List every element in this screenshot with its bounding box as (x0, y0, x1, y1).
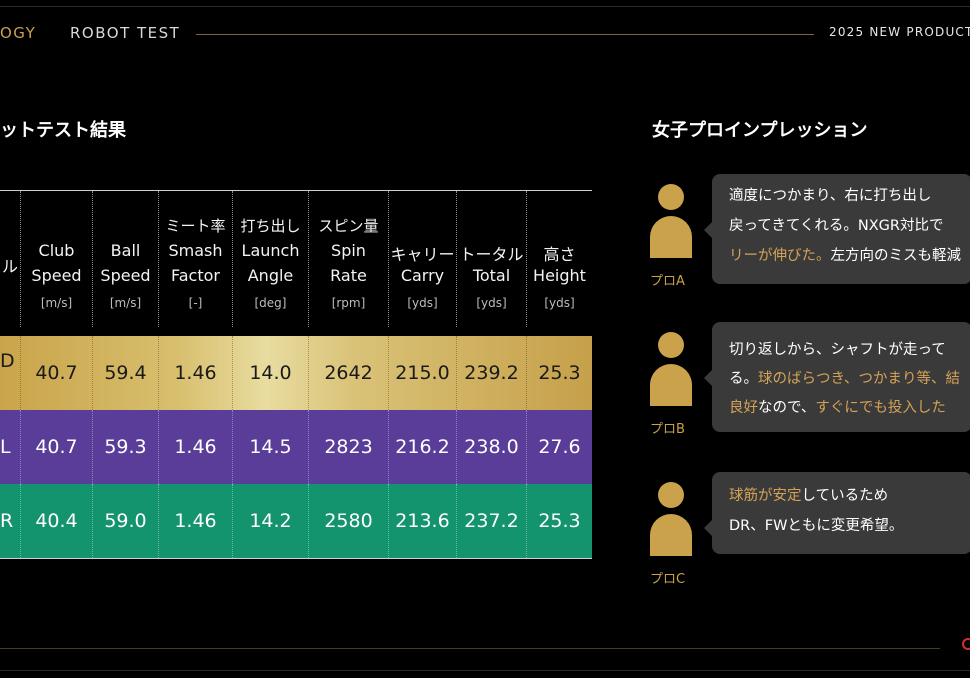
speech-bubble: 球筋が安定しているため DR、FWともに変更希望。 (704, 472, 970, 554)
table-cell: 1.46 (158, 410, 232, 484)
product-label: 2025 NEW PRODUCT (829, 25, 970, 39)
speech-bubble: 適度につかまり、右に打ち出し 戻ってきてくれる。NXGR対比で リーが伸びた。左… (704, 174, 970, 284)
header-divider (196, 34, 814, 35)
header-cell-carry: キャリー Carry [yds] (388, 191, 456, 327)
table-cell: 25.3 (526, 336, 592, 410)
bubble-line: 切り返しから、シャフトが走って (729, 342, 946, 358)
table-row: R 40.4 59.0 1.46 14.2 2580 213.6 237.2 2… (0, 484, 592, 558)
pro-impression-a: プロA 適度につかまり、右に打ち出し 戻ってきてくれる。NXGR対比で リーが伸… (650, 174, 970, 294)
pro-name: プロB (650, 422, 685, 437)
table-cell: 239.2 (456, 336, 526, 410)
table-bottom-rule (0, 558, 592, 559)
table-header: ル Club Speed [m/s] Ball Speed [m/s] ミート率… (0, 191, 592, 327)
pro-impression-b: プロB 切り返しから、シャフトが走って る。球のばらつき、つかまり等、結 良好な… (650, 322, 970, 442)
pro-impression-c: プロC 球筋が安定しているため DR、FWともに変更希望。 (650, 472, 970, 592)
table-row: L 40.7 59.3 1.46 14.5 2823 216.2 238.0 2… (0, 410, 592, 484)
table-cell: 25.3 (526, 484, 592, 558)
header-cell-spin-rate: スピン量 Spin Rate [rpm] (308, 191, 388, 327)
table-cell: 2823 (308, 410, 388, 484)
table-cell: 14.0 (232, 336, 308, 410)
bubble-line: 戻ってきてくれる。NXGR対比で (729, 218, 944, 234)
footer-divider (0, 648, 940, 649)
table-cell: 14.2 (232, 484, 308, 558)
bubble-line: 適度につかまり、右に打ち出し (729, 188, 932, 204)
pro-impressions-title: 女子プロインプレッション (652, 120, 868, 141)
row-label: L (0, 436, 11, 458)
table-top-rule (0, 190, 592, 191)
table-cell: 1.46 (158, 336, 232, 410)
speech-bubble: 切り返しから、シャフトが走って る。球のばらつき、つかまり等、結 良好なので、す… (704, 322, 970, 432)
person-icon (650, 184, 692, 264)
pro-name: プロC (650, 572, 686, 587)
bubble-line: る。球のばらつき、つかまり等、結 (729, 371, 960, 387)
table-cell: 2642 (308, 336, 388, 410)
robot-test-label: ROBOT TEST (70, 24, 181, 42)
table-cell: 59.3 (92, 410, 158, 484)
person-icon (650, 482, 692, 562)
header-cell-model: ル (1, 257, 18, 276)
bubble-line: DR、FWともに変更希望。 (729, 518, 904, 534)
table-cell: 2580 (308, 484, 388, 558)
person-icon (650, 332, 692, 412)
table-cell: 215.0 (388, 336, 456, 410)
bubble-line: 球筋が安定しているため (729, 488, 889, 504)
table-cell: 237.2 (456, 484, 526, 558)
logo-mark-icon (962, 638, 970, 650)
row-label: R (0, 510, 14, 532)
table-cell: 40.4 (20, 484, 92, 558)
table-row: D 40.7 59.4 1.46 14.0 2642 215.0 239.2 2… (0, 336, 592, 410)
row-label: D (0, 350, 15, 372)
table-cell: 40.7 (20, 336, 92, 410)
header-cell-club-speed: Club Speed [m/s] (20, 191, 92, 327)
bubble-line: 良好なので、すぐにでも投入した (729, 400, 946, 416)
header-cell-height: 高さ Height [yds] (526, 191, 592, 327)
table-cell: 238.0 (456, 410, 526, 484)
table-cell: 216.2 (388, 410, 456, 484)
table-cell: 59.4 (92, 336, 158, 410)
table-cell: 40.7 (20, 410, 92, 484)
top-border (0, 6, 970, 7)
technology-label: OGY (0, 24, 37, 42)
table-cell: 1.46 (158, 484, 232, 558)
header-cell-ball-speed: Ball Speed [m/s] (92, 191, 158, 327)
header-cell-smash-factor: ミート率 Smash Factor [-] (158, 191, 232, 327)
pro-name: プロA (650, 274, 685, 289)
bubble-line: リーが伸びた。左方向のミスも軽減 (729, 248, 961, 264)
robot-test-results-title: ットテスト結果 (0, 120, 126, 141)
bottom-border (0, 670, 970, 671)
header-cell-launch-angle: 打ち出し Launch Angle [deg] (232, 191, 308, 327)
table-cell: 14.5 (232, 410, 308, 484)
table-cell: 59.0 (92, 484, 158, 558)
table-cell: 213.6 (388, 484, 456, 558)
table-cell: 27.6 (526, 410, 592, 484)
header-cell-total: トータル Total [yds] (456, 191, 526, 327)
